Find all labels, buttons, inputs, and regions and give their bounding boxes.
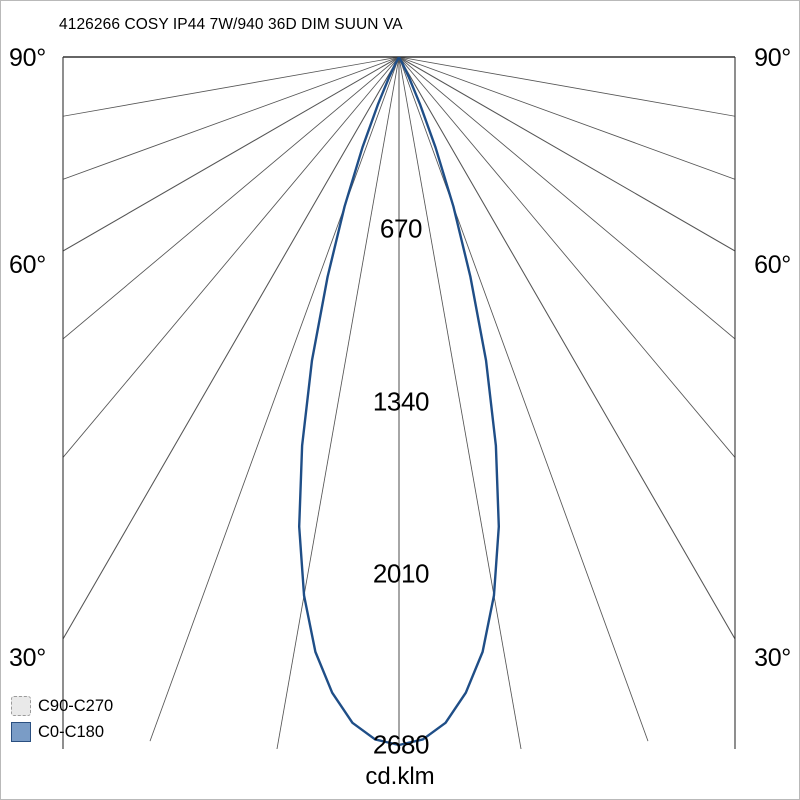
- grid-spoke: [63, 57, 400, 340]
- grid-ring: [141, 57, 657, 58]
- grid-spoke: [398, 57, 649, 742]
- grid-ring: [1, 1, 800, 57]
- grid-spokes: [63, 57, 735, 749]
- grid-ring: [1, 1, 800, 57]
- angle-label-left-90: 90°: [9, 44, 46, 72]
- legend-swatch-icon-c0-c180: [11, 722, 31, 742]
- intensity-curve-c0-c180: [297, 57, 501, 747]
- grid-spoke: [398, 57, 735, 252]
- angle-label-right-90: 90°: [754, 44, 791, 72]
- grid-ring: [227, 57, 571, 58]
- legend-label-c90-c270: C90-C270: [38, 696, 114, 715]
- grid-spoke: [149, 57, 400, 742]
- grid-ring: [313, 57, 485, 58]
- legend-item-c0-c180[interactable]: C0-C180: [11, 721, 113, 743]
- page-title: 4126266 COSY IP44 7W/940 36D DIM SUUN VA: [59, 16, 403, 33]
- grid-rings: [1, 1, 800, 58]
- grid-ring: [55, 1, 743, 57]
- angle-label-right-30: 30°: [754, 644, 791, 672]
- grid-spoke: [398, 57, 735, 459]
- grid-spoke: [398, 57, 735, 117]
- grid-spoke: [398, 57, 522, 749]
- angle-label-left-30: 30°: [9, 644, 46, 672]
- intensity-curves: [297, 57, 501, 747]
- grid-spoke: [63, 57, 400, 252]
- radial-label-1340: 1340: [372, 386, 430, 417]
- legend-swatch-icon-c90-c270: [11, 696, 31, 716]
- radial-label-670: 670: [379, 213, 423, 244]
- grid-ring: [1, 1, 800, 57]
- radial-label-2010: 2010: [372, 558, 430, 589]
- grid-spoke: [63, 57, 400, 459]
- grid-spoke: [398, 57, 735, 180]
- radial-label-2680: 2680: [372, 729, 430, 760]
- angle-label-left-60: 60°: [9, 251, 46, 279]
- grid-spoke: [398, 57, 735, 641]
- grid-spoke: [276, 57, 400, 749]
- grid-spoke: [63, 57, 400, 641]
- polar-grid: [1, 1, 800, 749]
- grid-ring: [1, 1, 800, 57]
- unit-label: cd.klm: [365, 763, 435, 790]
- grid-spoke: [63, 57, 400, 180]
- grid-spoke: [398, 57, 735, 340]
- angle-label-right-60: 60°: [754, 251, 791, 279]
- legend-item-c90-c270[interactable]: C90-C270: [11, 695, 113, 717]
- grid-spoke: [63, 57, 400, 117]
- legend-label-c0-c180: C0-C180: [38, 722, 105, 741]
- legend: C90-C270 C0-C180: [11, 695, 113, 743]
